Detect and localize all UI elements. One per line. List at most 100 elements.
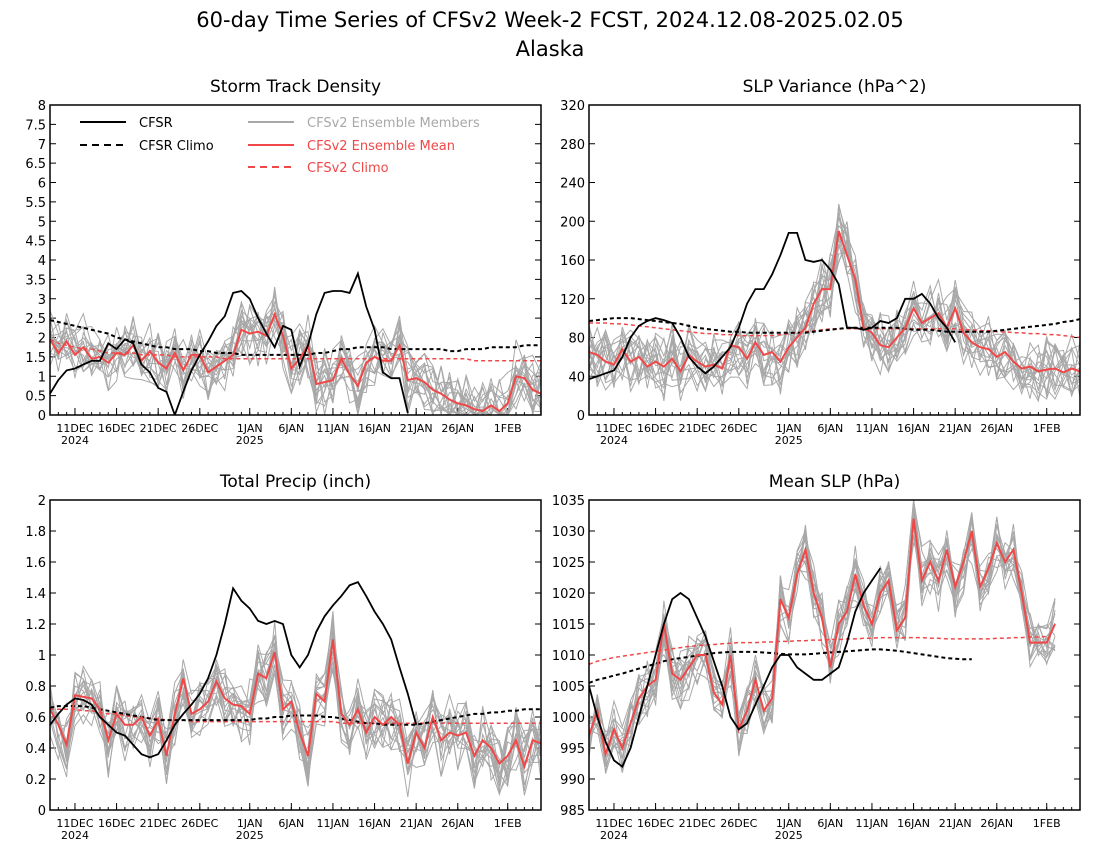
- plot-frame: [49, 104, 542, 416]
- y-tick-label: 1010: [552, 649, 585, 664]
- y-tick-label: 3.5: [25, 273, 46, 288]
- x-tick-label: 11DEC: [595, 817, 632, 830]
- x-tick-year: 2025: [236, 434, 264, 447]
- ensemble-member-line: [589, 509, 1056, 742]
- y-tick-label: 1035: [552, 494, 585, 509]
- y-tick-label: 0.2: [25, 773, 46, 788]
- ensemble-member-line: [589, 239, 1080, 400]
- y-tick-label: 1000: [552, 711, 585, 726]
- y-tick-label: 6: [38, 177, 46, 192]
- cfsv2-climo-line: [50, 708, 541, 724]
- panel-title: Total Precip (inch): [219, 472, 371, 492]
- y-tick-label: 1.2: [25, 618, 46, 633]
- legend-label: CFSR Climo: [139, 139, 214, 154]
- y-tick-label: 8: [38, 99, 46, 114]
- x-tick-year: 2024: [600, 434, 628, 447]
- y-tick-label: 3: [38, 293, 46, 308]
- y-tick-label: 5.5: [25, 196, 46, 211]
- x-tick-year: 2025: [236, 829, 264, 842]
- cfsr-line: [589, 231, 956, 381]
- y-tick-label: 1020: [552, 587, 585, 602]
- x-tick-label: 26DEC: [720, 422, 757, 435]
- y-tick-label: 1005: [552, 680, 585, 695]
- x-tick-year: 2024: [600, 829, 628, 842]
- x-tick-label: 1JAN: [237, 422, 263, 435]
- y-tick-label: 1.6: [25, 556, 46, 571]
- x-tick-label: 11JAN: [856, 817, 889, 830]
- y-tick-label: 0.8: [25, 680, 46, 695]
- x-tick-label: 26DEC: [720, 817, 757, 830]
- plot-area: [50, 270, 541, 415]
- x-tick-label: 16JAN: [897, 817, 930, 830]
- ensemble-member-line: [589, 501, 1056, 758]
- y-tick-label: 200: [560, 215, 585, 230]
- y-tick-label: 0.5: [25, 390, 46, 405]
- x-tick-year: 2024: [61, 829, 89, 842]
- y-tick-label: 1015: [552, 618, 585, 633]
- ensemble-member-line: [589, 221, 1080, 392]
- y-tick-label: 240: [560, 177, 585, 192]
- chart-panel-4: Mean SLP (hPa) 985 990 995 1000 1005 1010 1015 1…: [552, 472, 1081, 842]
- cfsv2-climo-line: [589, 635, 1047, 666]
- cfsr-climo-line: [589, 317, 1080, 334]
- y-tick-label: 80: [568, 332, 585, 347]
- y-tick-label: 4: [38, 254, 46, 269]
- y-tick-label: 5: [38, 215, 46, 230]
- x-tick-label: 11JAN: [317, 422, 350, 435]
- x-tick-label: 21DEC: [679, 817, 716, 830]
- x-tick-label: 6JAN: [817, 817, 843, 830]
- x-tick-label: 26JAN: [441, 817, 474, 830]
- cfsv2-climo-line: [50, 338, 541, 362]
- x-tick-label: 26DEC: [181, 817, 218, 830]
- y-tick-label: 6.5: [25, 157, 46, 172]
- x-tick-label: 6JAN: [278, 422, 304, 435]
- x-tick-label: 26JAN: [980, 422, 1013, 435]
- x-tick-label: 11DEC: [56, 817, 93, 830]
- ensemble-mean-line: [50, 311, 541, 413]
- plot-frame: [588, 104, 1081, 416]
- x-tick-label: 16JAN: [897, 422, 930, 435]
- x-tick-label: 1JAN: [776, 817, 802, 830]
- ensemble-member-line: [589, 512, 1056, 746]
- x-tick-label: 1FEB: [1033, 817, 1061, 830]
- x-tick-year: 2025: [775, 434, 803, 447]
- chart-panel-3: Total Precip (inch) 0 0.2 0.4 0.6 0.8 1 1.2 1.4 1…: [25, 472, 542, 842]
- ensemble-mean-line: [50, 639, 541, 770]
- y-tick-label: 160: [560, 254, 585, 269]
- y-tick-label: 0.6: [25, 711, 46, 726]
- cfsr-line: [50, 270, 409, 415]
- ensemble-member-line: [50, 310, 541, 415]
- y-tick-label: 995: [560, 742, 585, 757]
- ensemble-member-line: [589, 215, 1080, 392]
- chart-panels: Storm Track Density 0 0.5 1 1.5 2 2.5 3 3.5 4 4.5 5…: [25, 77, 1081, 842]
- y-tick-label: 1: [38, 649, 46, 664]
- legend: CFSR CFSR Climo CFSv2 Ensemble Members CFSv…: [80, 116, 480, 176]
- x-tick-label: 16DEC: [637, 422, 674, 435]
- y-tick-label: 1.5: [25, 351, 46, 366]
- y-tick-label: 990: [560, 773, 585, 788]
- y-tick-label: 985: [560, 804, 585, 819]
- x-tick-label: 1JAN: [237, 817, 263, 830]
- legend-label: CFSR: [139, 116, 173, 131]
- y-tick-label: 280: [560, 138, 585, 153]
- x-tick-label: 11DEC: [595, 422, 632, 435]
- legend-label: CFSv2 Climo: [307, 161, 389, 176]
- x-tick-year: 2025: [775, 829, 803, 842]
- x-tick-label: 6JAN: [817, 422, 843, 435]
- y-tick-label: 320: [560, 99, 585, 114]
- x-tick-label: 1JAN: [776, 422, 802, 435]
- x-tick-label: 21JAN: [400, 422, 433, 435]
- cfsr-climo-line: [50, 319, 541, 356]
- y-tick-label: 2: [38, 332, 46, 347]
- y-tick-label: 1025: [552, 556, 585, 571]
- x-tick-label: 11JAN: [856, 422, 889, 435]
- ensemble-member-line: [589, 225, 1080, 400]
- x-tick-label: 16DEC: [98, 422, 135, 435]
- cfsr-line: [589, 567, 882, 768]
- legend-label: CFSv2 Ensemble Members: [307, 116, 480, 131]
- x-tick-label: 21DEC: [140, 817, 177, 830]
- y-tick-label: 7: [38, 138, 46, 153]
- y-tick-label: 0: [38, 804, 46, 819]
- y-tick-label: 4.5: [25, 235, 46, 250]
